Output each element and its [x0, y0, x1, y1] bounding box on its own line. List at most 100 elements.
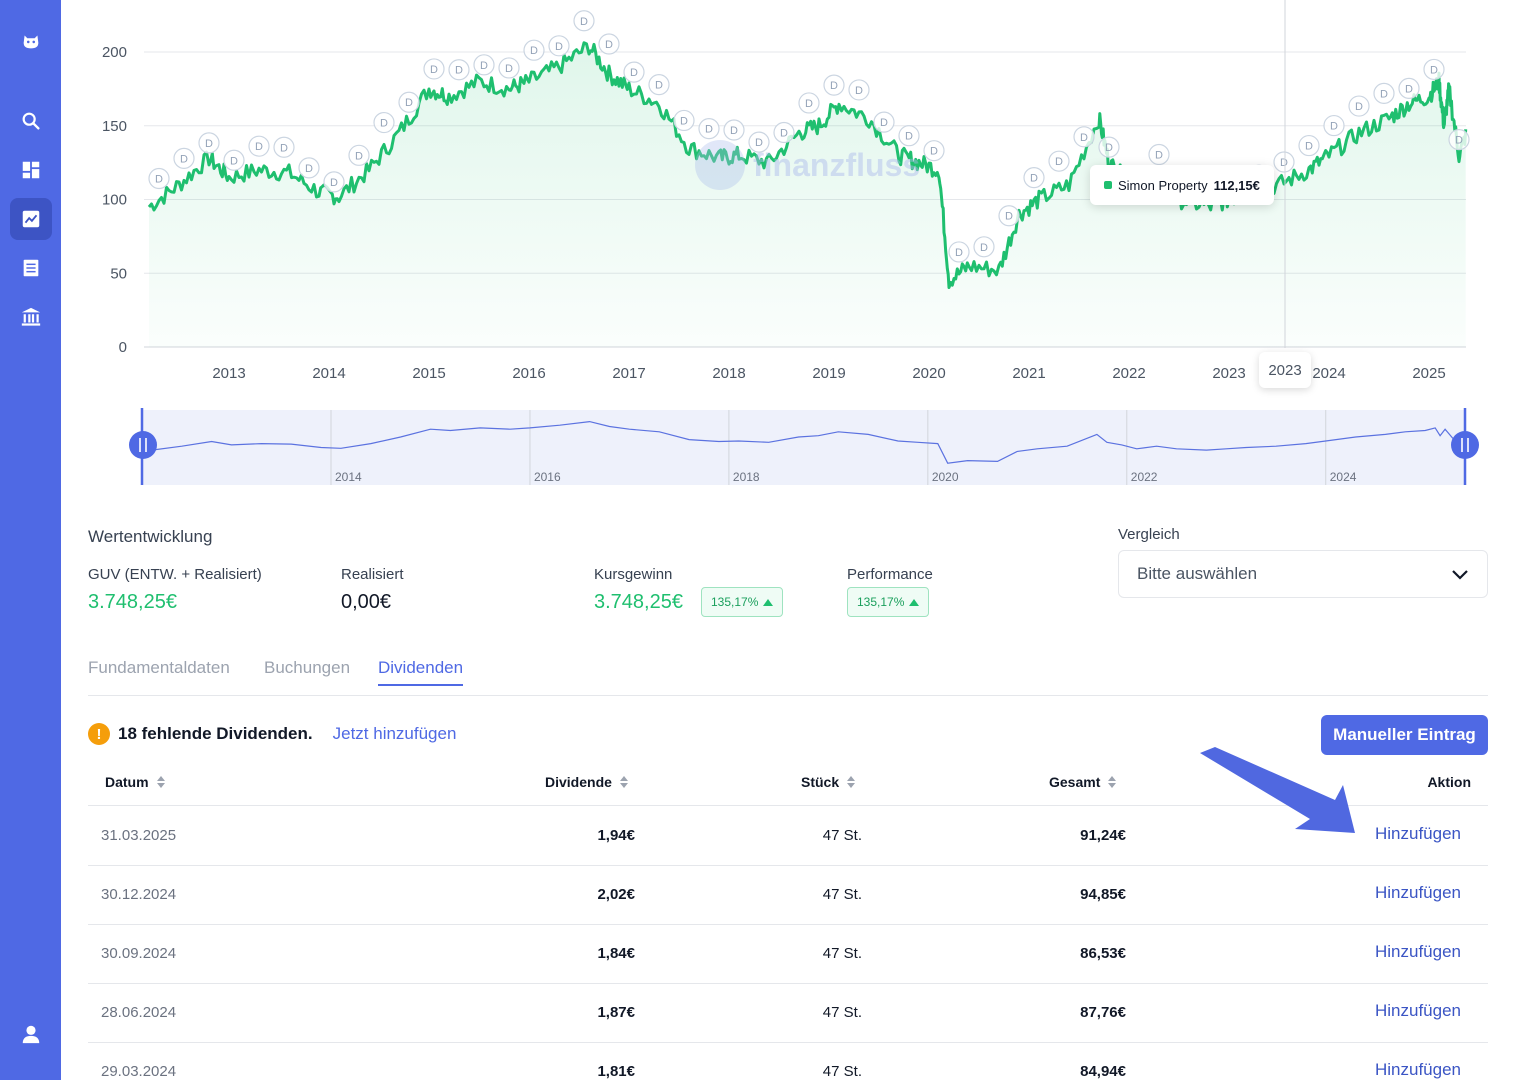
- dividend-marker[interactable]: D: [1098, 136, 1120, 158]
- header-dividende[interactable]: Dividende: [545, 774, 628, 790]
- dividend-marker[interactable]: D: [598, 33, 620, 55]
- dividend-marker[interactable]: D: [798, 92, 820, 114]
- dividend-marker[interactable]: D: [648, 74, 670, 96]
- add-dividend-link[interactable]: Hinzufügen: [1374, 1001, 1461, 1020]
- manual-entry-button[interactable]: Manueller Eintrag: [1321, 715, 1488, 755]
- dividend-marker[interactable]: D: [373, 111, 395, 134]
- add-now-link[interactable]: Jetzt hinzufügen: [332, 724, 457, 743]
- dividend-marker[interactable]: D: [698, 118, 720, 140]
- search-icon[interactable]: [10, 100, 52, 142]
- header-stueck[interactable]: Stück: [801, 774, 856, 790]
- dividend-marker[interactable]: D: [1423, 58, 1445, 81]
- compare-select-value: Bitte auswählen: [1137, 564, 1258, 583]
- warning-icon: !: [88, 723, 110, 745]
- dividend-marker[interactable]: D: [1348, 95, 1370, 117]
- cell-quantity: 47 St.: [822, 886, 862, 903]
- logo-icon[interactable]: [10, 20, 52, 62]
- kpi-performance: Performance 135,17%: [847, 566, 933, 617]
- trend-up-icon: [909, 598, 920, 606]
- cell-total: 84,94€: [1080, 1063, 1126, 1080]
- dividend-marker[interactable]: D: [998, 205, 1020, 227]
- dividend-marker[interactable]: D: [1398, 77, 1420, 99]
- dividend-marker[interactable]: D: [848, 79, 870, 101]
- navigator-right-handle[interactable]: [1451, 431, 1479, 459]
- missing-dividends-text: 18 fehlende Dividenden.: [118, 724, 313, 743]
- dividend-marker[interactable]: D: [948, 241, 970, 263]
- cell-dividend: 1,84€: [597, 945, 635, 962]
- range-navigator[interactable]: 2014 2016 2018 2020 2022 2024: [128, 405, 1480, 490]
- dividend-marker[interactable]: D: [1448, 129, 1470, 151]
- user-icon[interactable]: [10, 1013, 52, 1055]
- chart-icon[interactable]: [10, 198, 52, 240]
- tab-fundamentaldaten[interactable]: Fundamentaldaten: [88, 658, 230, 677]
- dividend-marker[interactable]: D: [748, 131, 770, 153]
- dividend-marker[interactable]: D: [823, 74, 845, 96]
- dividend-marker[interactable]: D: [973, 236, 995, 258]
- dividend-marker[interactable]: D: [1048, 150, 1070, 172]
- dividend-marker[interactable]: D: [898, 125, 920, 147]
- price-chart-svg[interactable]: 200 150 100 50 0 2013 2014 2015 2016 2017 2018 201…: [61, 0, 1515, 400]
- cell-dividend: 1,94€: [597, 827, 635, 844]
- compare-select[interactable]: Bitte auswählen: [1118, 550, 1488, 598]
- dividend-marker[interactable]: D: [573, 10, 595, 32]
- header-datum[interactable]: Datum: [105, 774, 165, 790]
- dividend-marker[interactable]: D: [348, 144, 370, 166]
- price-chart[interactable]: 200 150 100 50 0 2013 2014 2015 2016 2017 2018 201…: [61, 0, 1515, 400]
- dividend-marker[interactable]: D: [198, 132, 220, 154]
- dividend-marker[interactable]: D: [323, 171, 345, 193]
- dividend-marker[interactable]: D: [1148, 143, 1170, 166]
- add-dividend-link[interactable]: Hinzufügen: [1374, 824, 1461, 843]
- tab-dividenden[interactable]: Dividenden: [378, 658, 464, 686]
- add-dividend-link[interactable]: Hinzufügen: [1374, 942, 1461, 961]
- dividend-marker[interactable]: D: [1073, 126, 1095, 148]
- navigator-svg[interactable]: 2014 2016 2018 2020 2022 2024: [128, 405, 1480, 490]
- dashboard-icon[interactable]: [10, 149, 52, 191]
- svg-text:D: D: [755, 137, 763, 149]
- dividend-marker[interactable]: D: [448, 59, 470, 81]
- dividend-marker[interactable]: D: [673, 109, 695, 132]
- svg-text:D: D: [905, 131, 913, 143]
- tab-buchungen[interactable]: Buchungen: [264, 658, 351, 677]
- navigator-tick-label: 2014: [335, 470, 362, 484]
- y-tick-label: 0: [119, 339, 127, 356]
- dividend-marker[interactable]: D: [298, 157, 320, 179]
- dividend-marker[interactable]: D: [1298, 134, 1320, 157]
- hover-x-label: 2023: [1259, 352, 1311, 388]
- navigator-left-handle[interactable]: [129, 431, 157, 459]
- watermark-logo-icon: [695, 140, 745, 190]
- cell-date: 28.06.2024: [101, 1004, 177, 1021]
- dividend-marker[interactable]: D: [398, 91, 420, 113]
- x-tick-label: 2022: [1112, 365, 1145, 382]
- dividend-marker[interactable]: D: [248, 135, 270, 157]
- add-dividend-link[interactable]: Hinzufügen: [1374, 883, 1461, 902]
- kpi-kursgewinn-value: 3.748,25€: [594, 590, 683, 613]
- dividend-marker[interactable]: D: [148, 167, 170, 190]
- dividend-marker[interactable]: D: [1373, 82, 1395, 104]
- svg-text:D: D: [1030, 173, 1038, 185]
- dividend-marker[interactable]: D: [723, 119, 745, 141]
- dividend-marker[interactable]: D: [873, 111, 895, 133]
- sidebar: [0, 0, 61, 1080]
- dividend-marker[interactable]: D: [523, 39, 545, 61]
- list-icon[interactable]: [10, 247, 52, 289]
- price-line[interactable]: [147, 41, 1468, 289]
- dividend-marker[interactable]: D: [1023, 167, 1045, 189]
- dividend-marker[interactable]: D: [1273, 151, 1295, 173]
- dividend-marker[interactable]: D: [623, 61, 645, 83]
- trend-up-icon: [763, 598, 774, 606]
- dividend-marker[interactable]: D: [773, 121, 795, 144]
- dividend-marker[interactable]: D: [548, 35, 570, 57]
- dividend-marker[interactable]: D: [423, 58, 445, 80]
- dividend-marker[interactable]: D: [473, 54, 495, 76]
- dividend-marker[interactable]: D: [223, 149, 245, 171]
- dividend-marker[interactable]: D: [173, 147, 195, 169]
- x-tick-label: 2021: [1012, 365, 1045, 382]
- bank-icon[interactable]: [10, 296, 52, 338]
- dividend-marker[interactable]: D: [1323, 114, 1345, 137]
- add-dividend-link[interactable]: Hinzufügen: [1374, 1060, 1461, 1079]
- dividend-marker[interactable]: D: [498, 57, 520, 79]
- header-gesamt[interactable]: Gesamt: [1049, 774, 1117, 790]
- dividend-marker[interactable]: D: [923, 140, 945, 162]
- dividend-marker[interactable]: D: [273, 136, 295, 158]
- navigator-tick-label: 2018: [733, 470, 760, 484]
